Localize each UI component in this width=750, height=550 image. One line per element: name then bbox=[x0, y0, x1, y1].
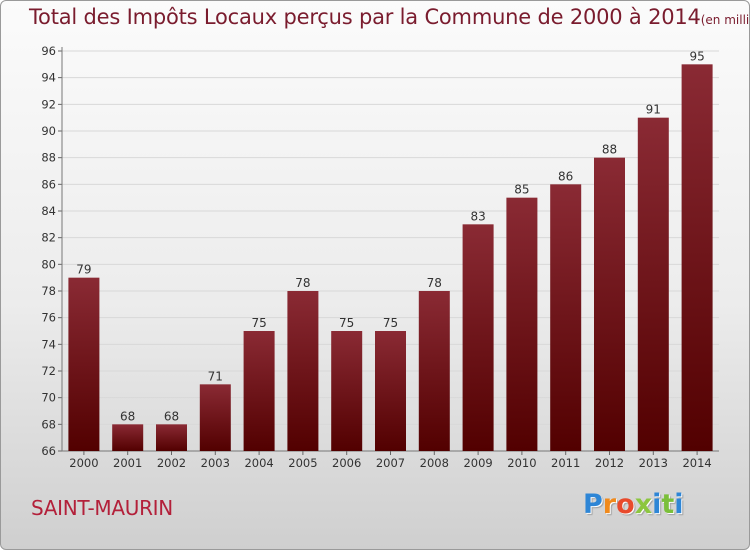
bar-2006 bbox=[331, 331, 363, 451]
bar-2011 bbox=[550, 184, 582, 452]
bar-2008 bbox=[418, 291, 450, 451]
x-tick-label: 2006 bbox=[332, 456, 361, 470]
y-tick-label: 80 bbox=[41, 257, 56, 271]
x-tick-label: 2000 bbox=[69, 456, 98, 470]
x-tick-label: 2005 bbox=[288, 456, 317, 470]
logo-letter: t bbox=[661, 489, 675, 520]
bar-2013 bbox=[637, 117, 669, 452]
x-tick-label: 2001 bbox=[113, 456, 142, 470]
value-label: 78 bbox=[427, 276, 442, 290]
logo-letter: i bbox=[652, 489, 662, 520]
value-label: 71 bbox=[208, 369, 223, 383]
value-label: 86 bbox=[558, 169, 573, 183]
value-label: 78 bbox=[295, 276, 310, 290]
x-tick-label: 2002 bbox=[157, 456, 186, 470]
value-label: 68 bbox=[164, 409, 179, 423]
x-tick-label: 2009 bbox=[463, 456, 492, 470]
value-label: 75 bbox=[339, 316, 354, 330]
y-tick-label: 94 bbox=[41, 71, 56, 85]
bar-2010 bbox=[506, 197, 538, 451]
value-label: 79 bbox=[76, 263, 91, 277]
value-label: 95 bbox=[689, 49, 704, 63]
commune-name: SAINT-MAURIN bbox=[31, 496, 173, 520]
y-tick-label: 68 bbox=[41, 417, 56, 431]
bar-2002 bbox=[156, 424, 187, 451]
value-label: 88 bbox=[602, 143, 617, 157]
bar-2007 bbox=[375, 331, 406, 451]
chart-title: Total des Impôts Locaux perçus par la Co… bbox=[29, 5, 701, 29]
value-label: 75 bbox=[383, 316, 398, 330]
y-tick-label: 86 bbox=[41, 177, 56, 191]
y-tick-label: 88 bbox=[41, 151, 56, 165]
x-tick-label: 2007 bbox=[376, 456, 405, 470]
logo-letter: i bbox=[674, 489, 684, 520]
bar-2001 bbox=[112, 424, 144, 451]
bar-2000 bbox=[68, 277, 100, 451]
y-tick-label: 90 bbox=[41, 124, 56, 138]
labels: 66 68 70 72 74 76 78 80 82 84 86 88 90 92 94 96 79 2000 68… bbox=[41, 44, 711, 470]
y-tick-label: 82 bbox=[41, 231, 56, 245]
bars bbox=[68, 64, 713, 452]
y-tick-label: 66 bbox=[41, 444, 56, 458]
x-tick-label: 2004 bbox=[244, 456, 273, 470]
x-tick-label: 2012 bbox=[595, 456, 624, 470]
x-tick-label: 2010 bbox=[507, 456, 536, 470]
logo-letter: P bbox=[583, 489, 603, 520]
x-tick-label: 2013 bbox=[639, 456, 668, 470]
value-label: 68 bbox=[120, 409, 135, 423]
bar-2003 bbox=[199, 384, 231, 451]
chart-title-row: Total des Impôts Locaux perçus par la Co… bbox=[29, 5, 750, 29]
bar-2012 bbox=[594, 157, 625, 451]
value-label: 91 bbox=[646, 103, 661, 117]
bar-2009 bbox=[462, 224, 494, 451]
bar-2014 bbox=[681, 64, 713, 452]
logo-letter: r bbox=[602, 489, 617, 520]
y-tick-label: 92 bbox=[41, 97, 56, 111]
unit-label: (en milliers d'€) bbox=[700, 13, 750, 27]
x-tick-label: 2008 bbox=[420, 456, 449, 470]
bar-2005 bbox=[287, 291, 319, 451]
y-tick-label: 84 bbox=[41, 204, 56, 218]
y-tick-label: 70 bbox=[41, 391, 56, 405]
value-label: 83 bbox=[470, 209, 485, 223]
y-tick-label: 78 bbox=[41, 284, 56, 298]
y-tick-label: 96 bbox=[41, 44, 56, 58]
value-label: 75 bbox=[251, 316, 266, 330]
y-tick-label: 74 bbox=[41, 337, 56, 351]
value-label: 85 bbox=[514, 183, 529, 197]
logo-letter: o bbox=[616, 489, 635, 520]
logo-letter: x bbox=[634, 489, 653, 520]
y-tick-label: 72 bbox=[41, 364, 56, 378]
bar-2004 bbox=[243, 331, 275, 451]
proxiti-logo[interactable]: Proxiti bbox=[583, 489, 684, 520]
x-tick-label: 2011 bbox=[551, 456, 580, 470]
x-tick-label: 2014 bbox=[682, 456, 711, 470]
x-tick-label: 2003 bbox=[201, 456, 230, 470]
y-tick-label: 76 bbox=[41, 311, 56, 325]
